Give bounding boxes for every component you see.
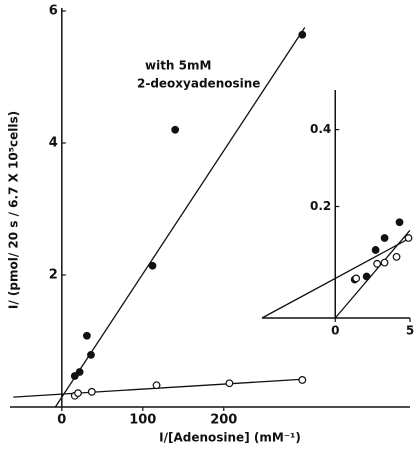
filled-point — [362, 272, 371, 281]
open-point — [87, 387, 96, 396]
open-point — [373, 259, 382, 268]
filled-point — [83, 331, 91, 340]
annotation: with 5mM — [145, 59, 211, 73]
fit-line — [54, 27, 306, 408]
y-tick-label: 6 — [49, 4, 58, 19]
y-tick-label: 0.4 — [310, 122, 331, 136]
open-point — [404, 234, 413, 242]
x-tick-label: 100 — [129, 413, 156, 428]
y-tick-label: 4 — [49, 136, 58, 151]
open-point — [225, 379, 234, 388]
open-point — [392, 252, 401, 261]
filled-point — [371, 246, 380, 254]
filled-point — [70, 372, 79, 380]
x-tick-label: 5 — [406, 324, 414, 338]
open-point — [298, 376, 307, 384]
filled-point — [171, 125, 180, 134]
annotation: 2-deoxyadenosine — [137, 77, 260, 91]
x-axis-label: I/[Adenosine] (mM⁻¹) — [159, 431, 301, 445]
filled-point — [395, 218, 404, 227]
filled-point — [148, 261, 157, 270]
filled-point — [87, 350, 95, 359]
fit-line — [261, 237, 411, 319]
open-point — [352, 274, 361, 283]
x-tick-label: 200 — [210, 413, 237, 428]
y-tick-label: 0.2 — [310, 199, 331, 213]
y-tick-label: 2 — [49, 268, 58, 283]
open-point — [74, 389, 82, 398]
x-tick-label: 0 — [331, 324, 339, 338]
filled-point — [380, 234, 389, 242]
open-point — [380, 258, 389, 267]
filled-point — [75, 368, 84, 376]
y-axis-label: I/ (pmol/ 20 s / 6.7 X 10⁵cells) — [7, 111, 21, 309]
filled-point — [298, 30, 307, 39]
x-tick-label: 0 — [57, 413, 66, 428]
open-point — [152, 381, 161, 390]
